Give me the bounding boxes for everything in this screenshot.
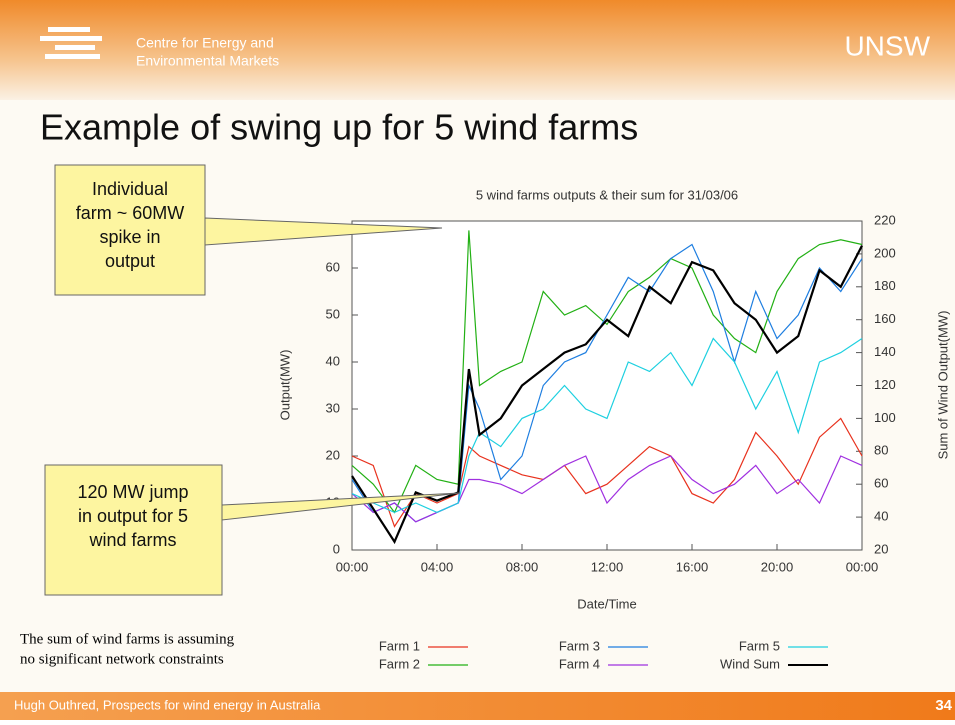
y2-tick-label: 160 [874,311,896,326]
x-tick-label: 04:00 [421,559,454,574]
plot-area [351,220,863,551]
y2-tick-label: 60 [874,476,888,491]
callout-text: in output for 5 [78,506,188,526]
callout-text: output [105,251,155,271]
y-tick-label: 30 [326,400,340,415]
y2-tick-label: 200 [874,245,896,260]
y-tick-label: 40 [326,353,340,368]
chart: 5 wind farms outputs & their sum for 31/… [277,187,950,671]
series-line [351,337,863,514]
callout-box [54,164,206,296]
y2-tick-label: 100 [874,410,896,425]
legend-label: Farm 2 [379,656,420,671]
callout-text: Individual [92,179,168,199]
y2-tick-label: 40 [874,509,888,524]
series-line [351,230,863,514]
y2-tick-label: 80 [874,443,888,458]
legend-label: Farm 4 [559,656,600,671]
org-name: Environmental Markets [136,53,279,69]
y2-tick-label: 220 [874,212,896,227]
y-tick-label: 60 [326,259,340,274]
y2-axis-label: Sum of Wind Output(MW) [935,311,950,460]
callout-text: wind farms [88,530,176,550]
chart-title: 5 wind farms outputs & their sum for 31/… [476,187,738,202]
series-line [351,417,863,528]
header-band [0,0,955,100]
callout-texts: Individual farm ~ 60MW spike in output 120 M… [76,179,189,550]
legend-label: Farm 1 [379,638,420,653]
x-tick-label: 08:00 [506,559,539,574]
x-tick-label: 20:00 [761,559,794,574]
x-axis-label: Date/Time [577,596,636,611]
y2-tick-label: 140 [874,344,896,359]
y-tick-label: 20 [326,447,340,462]
y-tick-label: 0 [333,541,340,556]
logo [40,27,102,59]
callout-text: spike in [99,227,160,247]
legend-label: Farm 3 [559,638,600,653]
page-number: 34 [935,697,952,714]
y2-tick-label: 20 [874,541,888,556]
y2-tick-label: 120 [874,377,896,392]
slide-title: Example of swing up for 5 wind farms [40,107,638,148]
callout-text: 120 MW jump [77,482,188,502]
y-tick-label: 50 [326,306,340,321]
callout-box [44,464,223,596]
callout-text: farm ~ 60MW [76,203,185,223]
series-line [351,245,863,545]
note: The sum of wind farms is assuming [20,631,235,647]
y2-tick-label: 180 [874,278,896,293]
unsw-logo: UNSW [844,30,930,61]
org-name: Centre for Energy and [136,35,274,51]
footer-text: Hugh Outhred, Prospects for wind energy … [14,697,321,712]
footer-band [0,692,955,720]
x-tick-label: 16:00 [676,559,709,574]
note: no significant network constraints [20,651,224,667]
legend-label: Farm 5 [739,638,780,653]
y-axis-label: Output(MW) [277,350,292,421]
legend-label: Wind Sum [720,656,780,671]
x-tick-label: 00:00 [336,559,369,574]
x-tick-label: 00:00 [846,559,879,574]
x-tick-label: 12:00 [591,559,624,574]
